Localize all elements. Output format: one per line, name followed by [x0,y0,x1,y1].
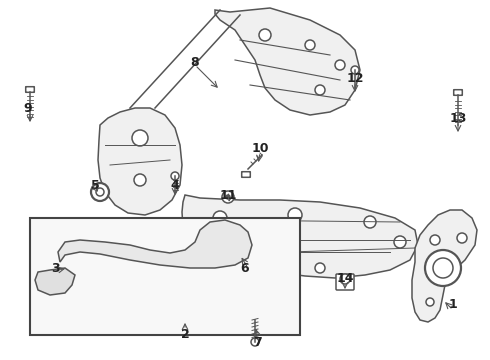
Circle shape [171,172,179,180]
Bar [30,218,300,335]
Text: 6: 6 [241,261,249,275]
Text: 5: 5 [91,179,99,192]
Circle shape [364,216,376,228]
Polygon shape [98,108,182,215]
Circle shape [335,60,345,70]
Circle shape [315,85,325,95]
Circle shape [213,211,227,225]
Circle shape [67,263,77,273]
Circle shape [224,228,256,260]
Circle shape [96,188,104,196]
Circle shape [305,40,315,50]
Circle shape [351,66,359,74]
Circle shape [433,258,453,278]
Text: 13: 13 [449,112,466,125]
Circle shape [62,258,82,278]
Text: 1: 1 [449,298,457,311]
Circle shape [430,235,440,245]
Circle shape [149,246,161,258]
Text: 10: 10 [251,141,269,154]
Polygon shape [215,8,360,115]
Polygon shape [58,220,252,268]
FancyBboxPatch shape [25,87,34,92]
Text: 7: 7 [254,336,262,348]
Text: 2: 2 [181,328,189,342]
Circle shape [132,130,148,146]
Text: 11: 11 [219,189,237,202]
Circle shape [131,244,139,252]
Text: 8: 8 [191,55,199,68]
Circle shape [340,274,350,284]
Text: 12: 12 [346,72,364,85]
Text: 14: 14 [336,271,354,284]
Polygon shape [182,195,418,278]
Polygon shape [412,210,477,322]
Circle shape [259,29,271,41]
Circle shape [245,260,255,270]
FancyBboxPatch shape [242,172,250,177]
FancyBboxPatch shape [336,274,354,290]
Circle shape [288,208,302,222]
Text: 9: 9 [24,102,32,114]
Circle shape [226,195,230,199]
Circle shape [315,263,325,273]
Circle shape [394,236,406,248]
Text: 4: 4 [171,179,179,192]
Circle shape [134,174,146,186]
FancyBboxPatch shape [454,90,462,95]
Circle shape [236,240,244,248]
Circle shape [457,233,467,243]
Polygon shape [35,268,75,295]
Circle shape [251,338,259,346]
Circle shape [426,298,434,306]
Text: 3: 3 [50,261,59,275]
Circle shape [91,183,109,201]
Circle shape [425,250,461,286]
Circle shape [232,236,248,252]
Circle shape [222,191,234,203]
